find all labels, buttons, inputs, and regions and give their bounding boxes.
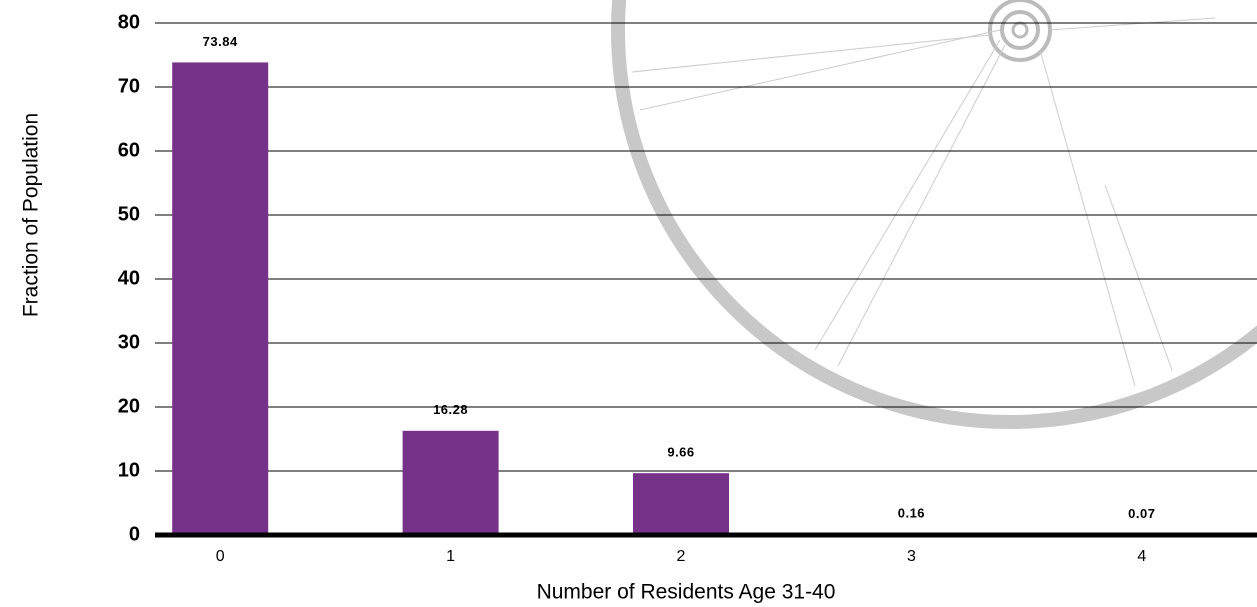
y-tick-label: 70 xyxy=(118,75,140,97)
y-axis-title: Fraction of Population xyxy=(20,113,43,317)
bar xyxy=(402,430,499,535)
value-label: 9.66 xyxy=(667,445,694,460)
x-tick-label: 0 xyxy=(216,548,225,565)
background-wheel xyxy=(611,0,1257,429)
x-tick-label: 2 xyxy=(677,548,686,565)
value-label: 73.84 xyxy=(203,34,238,49)
value-label: 0.16 xyxy=(898,505,925,520)
x-tick-label: 4 xyxy=(1137,548,1146,565)
y-tick-label: 30 xyxy=(118,331,140,353)
bar xyxy=(172,62,269,535)
y-tick-label: 0 xyxy=(129,523,140,545)
y-tick-label: 50 xyxy=(118,203,140,225)
bar xyxy=(633,473,729,535)
y-tick-label: 10 xyxy=(118,459,140,481)
y-tick-label: 20 xyxy=(118,395,140,417)
y-tick-label: 60 xyxy=(118,139,140,161)
value-label: 16.28 xyxy=(433,402,468,417)
x-axis-title: Number of Residents Age 31-40 xyxy=(537,581,836,604)
x-tick-label: 1 xyxy=(446,548,455,565)
x-tick-label: 3 xyxy=(907,548,916,565)
y-tick-label: 80 xyxy=(118,11,140,33)
value-label: 0.07 xyxy=(1128,506,1155,521)
y-tick-label: 40 xyxy=(118,267,140,289)
